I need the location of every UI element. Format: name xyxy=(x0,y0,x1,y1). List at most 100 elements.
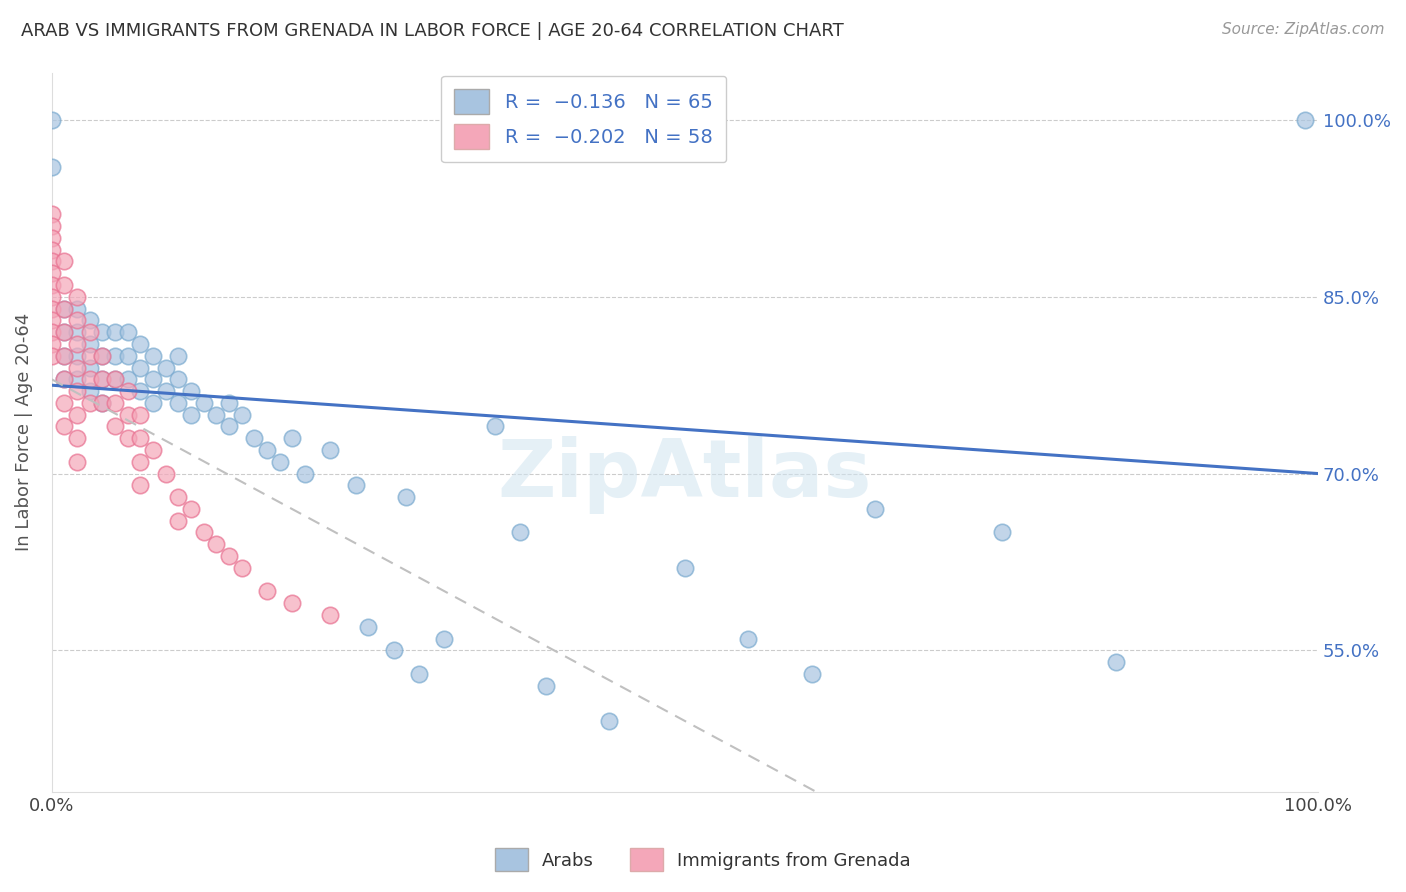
Point xyxy=(53,301,76,316)
Point xyxy=(53,325,76,339)
Point xyxy=(180,408,202,422)
Point xyxy=(155,384,177,398)
Point xyxy=(129,431,152,445)
Point xyxy=(142,372,165,386)
Point xyxy=(281,431,304,445)
Point xyxy=(117,372,139,386)
Point xyxy=(256,442,278,457)
Point xyxy=(281,596,304,610)
Point xyxy=(863,502,886,516)
Point xyxy=(41,160,63,174)
Point xyxy=(142,396,165,410)
Point xyxy=(66,325,89,339)
Point xyxy=(41,313,63,327)
Point xyxy=(79,337,101,351)
Point xyxy=(737,632,759,646)
Point xyxy=(53,396,76,410)
Point xyxy=(66,337,89,351)
Point xyxy=(193,525,215,540)
Point xyxy=(53,349,76,363)
Point xyxy=(41,254,63,268)
Point xyxy=(66,313,89,327)
Point xyxy=(91,372,114,386)
Point xyxy=(53,349,76,363)
Point xyxy=(408,666,430,681)
Point xyxy=(129,478,152,492)
Point xyxy=(256,584,278,599)
Point xyxy=(1104,655,1126,669)
Point xyxy=(167,349,190,363)
Point xyxy=(433,632,456,646)
Point xyxy=(193,396,215,410)
Point xyxy=(142,349,165,363)
Legend: Arabs, Immigrants from Grenada: Arabs, Immigrants from Grenada xyxy=(488,841,918,879)
Point xyxy=(66,408,89,422)
Point xyxy=(205,537,228,551)
Point xyxy=(218,396,240,410)
Point xyxy=(673,561,696,575)
Text: ARAB VS IMMIGRANTS FROM GRENADA IN LABOR FORCE | AGE 20-64 CORRELATION CHART: ARAB VS IMMIGRANTS FROM GRENADA IN LABOR… xyxy=(21,22,844,40)
Point xyxy=(79,313,101,327)
Point xyxy=(91,396,114,410)
Point xyxy=(53,325,76,339)
Point xyxy=(117,408,139,422)
Point xyxy=(117,384,139,398)
Point xyxy=(41,301,63,316)
Point xyxy=(104,325,127,339)
Point xyxy=(180,502,202,516)
Point xyxy=(41,207,63,221)
Point xyxy=(91,372,114,386)
Point xyxy=(129,408,152,422)
Point xyxy=(41,231,63,245)
Point xyxy=(53,372,76,386)
Point xyxy=(66,455,89,469)
Point xyxy=(41,243,63,257)
Point xyxy=(319,607,342,622)
Point xyxy=(91,349,114,363)
Point xyxy=(180,384,202,398)
Point xyxy=(79,384,101,398)
Point xyxy=(1295,113,1317,128)
Text: ZipAtlas: ZipAtlas xyxy=(498,436,872,515)
Point xyxy=(66,384,89,398)
Point xyxy=(269,455,291,469)
Point xyxy=(395,490,418,504)
Point xyxy=(117,431,139,445)
Point xyxy=(91,349,114,363)
Point xyxy=(205,408,228,422)
Point xyxy=(800,666,823,681)
Point xyxy=(53,419,76,434)
Point xyxy=(53,278,76,293)
Point xyxy=(41,337,63,351)
Point xyxy=(142,442,165,457)
Point xyxy=(41,325,63,339)
Point xyxy=(41,266,63,280)
Point xyxy=(66,301,89,316)
Point xyxy=(129,360,152,375)
Point xyxy=(66,349,89,363)
Point xyxy=(534,679,557,693)
Y-axis label: In Labor Force | Age 20-64: In Labor Force | Age 20-64 xyxy=(15,313,32,551)
Point xyxy=(66,372,89,386)
Point xyxy=(41,290,63,304)
Point xyxy=(155,360,177,375)
Point xyxy=(53,254,76,268)
Point xyxy=(53,301,76,316)
Point xyxy=(41,349,63,363)
Point xyxy=(243,431,266,445)
Point xyxy=(66,360,89,375)
Point xyxy=(294,467,316,481)
Point xyxy=(357,620,380,634)
Point xyxy=(598,714,620,728)
Point xyxy=(104,396,127,410)
Point xyxy=(167,514,190,528)
Point xyxy=(104,349,127,363)
Point xyxy=(66,431,89,445)
Point xyxy=(104,372,127,386)
Point xyxy=(129,384,152,398)
Point xyxy=(231,561,253,575)
Point xyxy=(231,408,253,422)
Point xyxy=(129,337,152,351)
Point xyxy=(155,467,177,481)
Point xyxy=(79,325,101,339)
